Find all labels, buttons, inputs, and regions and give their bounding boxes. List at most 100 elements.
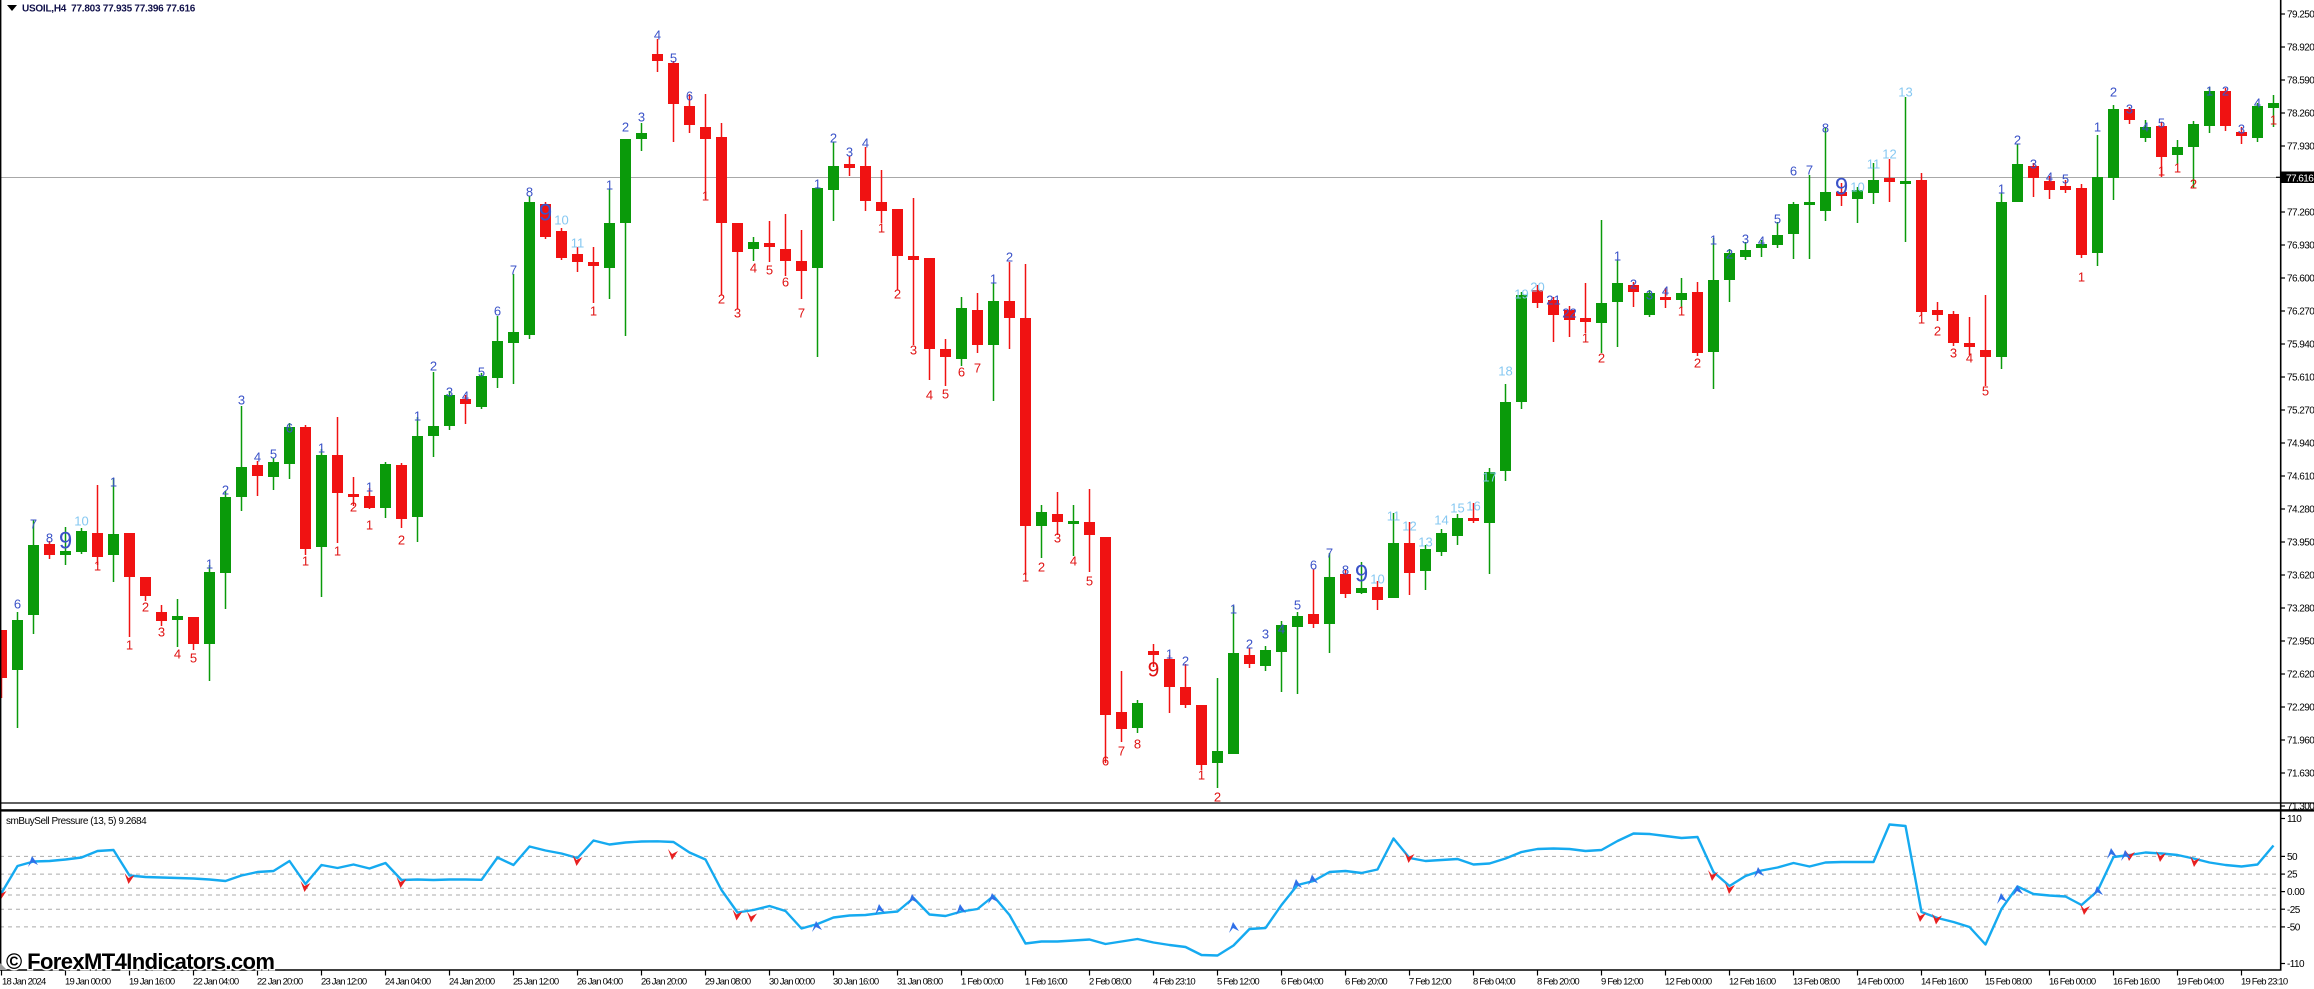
svg-text:2: 2 xyxy=(1630,277,1637,292)
svg-text:25: 25 xyxy=(2287,870,2298,881)
svg-text:1: 1 xyxy=(2078,270,2085,285)
svg-text:6: 6 xyxy=(686,89,693,104)
svg-text:8: 8 xyxy=(46,531,53,546)
svg-text:11: 11 xyxy=(1867,157,1881,172)
svg-text:15: 15 xyxy=(1450,501,1464,516)
svg-text:1: 1 xyxy=(702,189,709,204)
svg-text:1: 1 xyxy=(110,475,117,490)
svg-text:73.950: 73.950 xyxy=(2287,538,2314,549)
svg-text:12 Feb 00:00: 12 Feb 00:00 xyxy=(1665,977,1712,988)
svg-text:72.290: 72.290 xyxy=(2287,703,2314,714)
svg-text:6: 6 xyxy=(1790,164,1797,179)
svg-text:2: 2 xyxy=(350,500,357,515)
svg-text:2: 2 xyxy=(1598,351,1605,366)
svg-text:1: 1 xyxy=(1998,182,2005,197)
svg-text:7: 7 xyxy=(510,263,517,278)
svg-text:77.930: 77.930 xyxy=(2287,142,2314,153)
svg-text:2: 2 xyxy=(1934,324,1941,339)
svg-text:12 Feb 16:00: 12 Feb 16:00 xyxy=(1729,977,1776,988)
svg-text:7 Feb 12:00: 7 Feb 12:00 xyxy=(1409,977,1451,988)
svg-text:25 Jan 12:00: 25 Jan 12:00 xyxy=(513,977,559,988)
svg-text:16 Feb 00:00: 16 Feb 00:00 xyxy=(2049,977,2096,988)
svg-text:1: 1 xyxy=(1166,647,1173,662)
svg-text:5 Feb 12:00: 5 Feb 12:00 xyxy=(1217,977,1259,988)
svg-text:75.270: 75.270 xyxy=(2287,406,2314,417)
svg-text:1: 1 xyxy=(2174,161,2181,176)
svg-text:3: 3 xyxy=(638,110,645,125)
svg-text:4: 4 xyxy=(462,389,469,404)
svg-text:1: 1 xyxy=(814,177,821,192)
svg-text:4: 4 xyxy=(862,136,869,151)
svg-text:1: 1 xyxy=(1918,312,1925,327)
svg-text:5: 5 xyxy=(1086,574,1093,589)
svg-text:2: 2 xyxy=(142,600,149,615)
svg-text:1: 1 xyxy=(2270,113,2277,128)
svg-text:5: 5 xyxy=(478,365,485,380)
svg-text:6: 6 xyxy=(1310,558,1317,573)
svg-text:71.300: 71.300 xyxy=(2287,802,2314,813)
svg-text:30 Jan 16:00: 30 Jan 16:00 xyxy=(833,977,879,988)
svg-text:1: 1 xyxy=(334,544,341,559)
svg-text:16: 16 xyxy=(1466,499,1480,514)
svg-text:26 Jan 20:00: 26 Jan 20:00 xyxy=(641,977,687,988)
svg-text:8 Feb 20:00: 8 Feb 20:00 xyxy=(1537,977,1579,988)
svg-text:18: 18 xyxy=(1498,364,1512,379)
svg-text:1: 1 xyxy=(302,554,309,569)
svg-text:31 Jan 08:00: 31 Jan 08:00 xyxy=(897,977,943,988)
svg-text:77.260: 77.260 xyxy=(2287,208,2314,219)
svg-text:19 Feb 23:10: 19 Feb 23:10 xyxy=(2241,977,2288,988)
svg-text:6: 6 xyxy=(782,275,789,290)
svg-text:2: 2 xyxy=(1694,356,1701,371)
svg-text:8: 8 xyxy=(1822,121,1829,136)
svg-text:13 Feb 08:00: 13 Feb 08:00 xyxy=(1793,977,1840,988)
svg-text:2: 2 xyxy=(622,120,629,135)
svg-text:16 Feb 16:00: 16 Feb 16:00 xyxy=(2113,977,2160,988)
svg-text:73.280: 73.280 xyxy=(2287,604,2314,615)
svg-text:3: 3 xyxy=(1054,531,1061,546)
svg-text:4: 4 xyxy=(1966,351,1973,366)
svg-text:11: 11 xyxy=(1387,509,1401,524)
svg-text:3: 3 xyxy=(1262,627,1269,642)
svg-text:9 Feb 12:00: 9 Feb 12:00 xyxy=(1601,977,1643,988)
svg-text:5: 5 xyxy=(2062,172,2069,187)
svg-text:1: 1 xyxy=(1710,233,1717,248)
svg-text:1: 1 xyxy=(206,557,213,572)
svg-text:10: 10 xyxy=(554,213,568,228)
svg-text:-50: -50 xyxy=(2287,923,2301,934)
svg-text:3: 3 xyxy=(2030,157,2037,172)
svg-text:72.950: 72.950 xyxy=(2287,637,2314,648)
svg-text:1: 1 xyxy=(318,441,325,456)
svg-text:78.590: 78.590 xyxy=(2287,76,2314,87)
svg-text:5: 5 xyxy=(1774,212,1781,227)
svg-text:1: 1 xyxy=(414,409,421,424)
svg-text:2: 2 xyxy=(2110,85,2117,100)
svg-text:1: 1 xyxy=(2158,164,2165,179)
svg-text:2: 2 xyxy=(2190,177,2197,192)
svg-text:9: 9 xyxy=(1835,174,1848,201)
svg-text:9: 9 xyxy=(539,200,552,227)
svg-text:2 Feb 08:00: 2 Feb 08:00 xyxy=(1089,977,1131,988)
svg-text:3: 3 xyxy=(1742,232,1749,247)
svg-text:8: 8 xyxy=(526,185,533,200)
svg-text:5: 5 xyxy=(190,651,197,666)
svg-text:14 Feb 16:00: 14 Feb 16:00 xyxy=(1921,977,1968,988)
svg-text:14 Feb 00:00: 14 Feb 00:00 xyxy=(1857,977,1904,988)
svg-text:14: 14 xyxy=(1434,513,1448,528)
svg-text:3: 3 xyxy=(734,306,741,321)
svg-text:19 Jan 16:00: 19 Jan 16:00 xyxy=(129,977,175,988)
svg-text:5: 5 xyxy=(670,51,677,66)
svg-text:4 Feb 23:10: 4 Feb 23:10 xyxy=(1153,977,1195,988)
svg-text:77.616: 77.616 xyxy=(2286,173,2314,184)
svg-text:7: 7 xyxy=(1326,546,1333,561)
svg-text:5: 5 xyxy=(766,263,773,278)
svg-text:26 Jan 04:00: 26 Jan 04:00 xyxy=(577,977,623,988)
svg-text:1: 1 xyxy=(1230,602,1237,617)
svg-text:3: 3 xyxy=(846,145,853,160)
svg-text:110: 110 xyxy=(2287,814,2302,825)
svg-text:2: 2 xyxy=(1038,560,1045,575)
svg-text:1: 1 xyxy=(2094,120,2101,135)
svg-text:5: 5 xyxy=(1294,598,1301,613)
svg-text:4: 4 xyxy=(2046,170,2053,185)
svg-text:75.610: 75.610 xyxy=(2287,373,2314,384)
svg-text:1: 1 xyxy=(878,221,885,236)
